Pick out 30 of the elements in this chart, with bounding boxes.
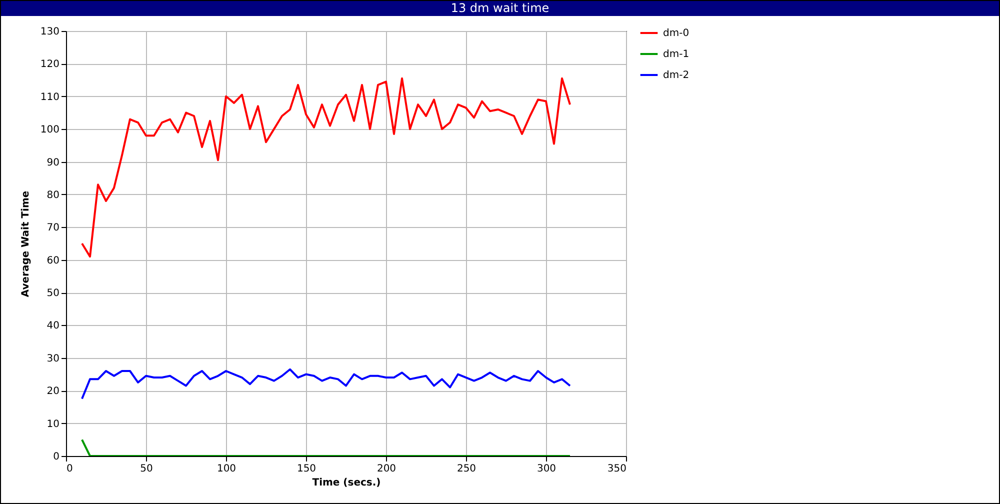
legend-label: dm-1 — [663, 49, 690, 60]
line-series — [81, 368, 571, 400]
x-tick-label: 200 — [376, 464, 396, 474]
x-tick-label: 350 — [607, 464, 626, 474]
x-tick-label: 100 — [216, 464, 236, 474]
y-tick-label: 20 — [46, 386, 60, 398]
y-tick-label: 30 — [46, 353, 60, 364]
x-tick-label: 0 — [66, 464, 73, 474]
y-tick-label: 40 — [46, 320, 60, 332]
y-tick-label: 130 — [40, 26, 60, 38]
y-tick-label: 0 — [53, 452, 60, 462]
line-series — [81, 77, 571, 258]
y-axis-title: Average Wait Time — [20, 190, 32, 298]
y-tick-label: 110 — [40, 92, 60, 103]
y-tick-label: 80 — [46, 190, 60, 201]
legend-label: dm-0 — [663, 28, 690, 39]
y-tick-label: 120 — [40, 59, 60, 70]
x-tick-label: 300 — [536, 464, 556, 474]
x-tick-label: 50 — [140, 464, 153, 474]
y-tick-label: 60 — [46, 255, 60, 266]
x-tick-label: 150 — [296, 464, 316, 474]
legend-label: dm-2 — [663, 70, 690, 81]
y-tick-label: 100 — [40, 124, 60, 136]
y-tick-label: 70 — [46, 222, 60, 234]
y-tick-label: 10 — [46, 418, 60, 430]
y-tick-label: 50 — [46, 288, 60, 300]
x-axis-title: Time (secs.) — [312, 478, 381, 488]
chart-title: 13 dm wait time — [1, 1, 999, 16]
y-tick-label: 90 — [46, 157, 60, 168]
x-tick-label: 250 — [456, 464, 476, 474]
